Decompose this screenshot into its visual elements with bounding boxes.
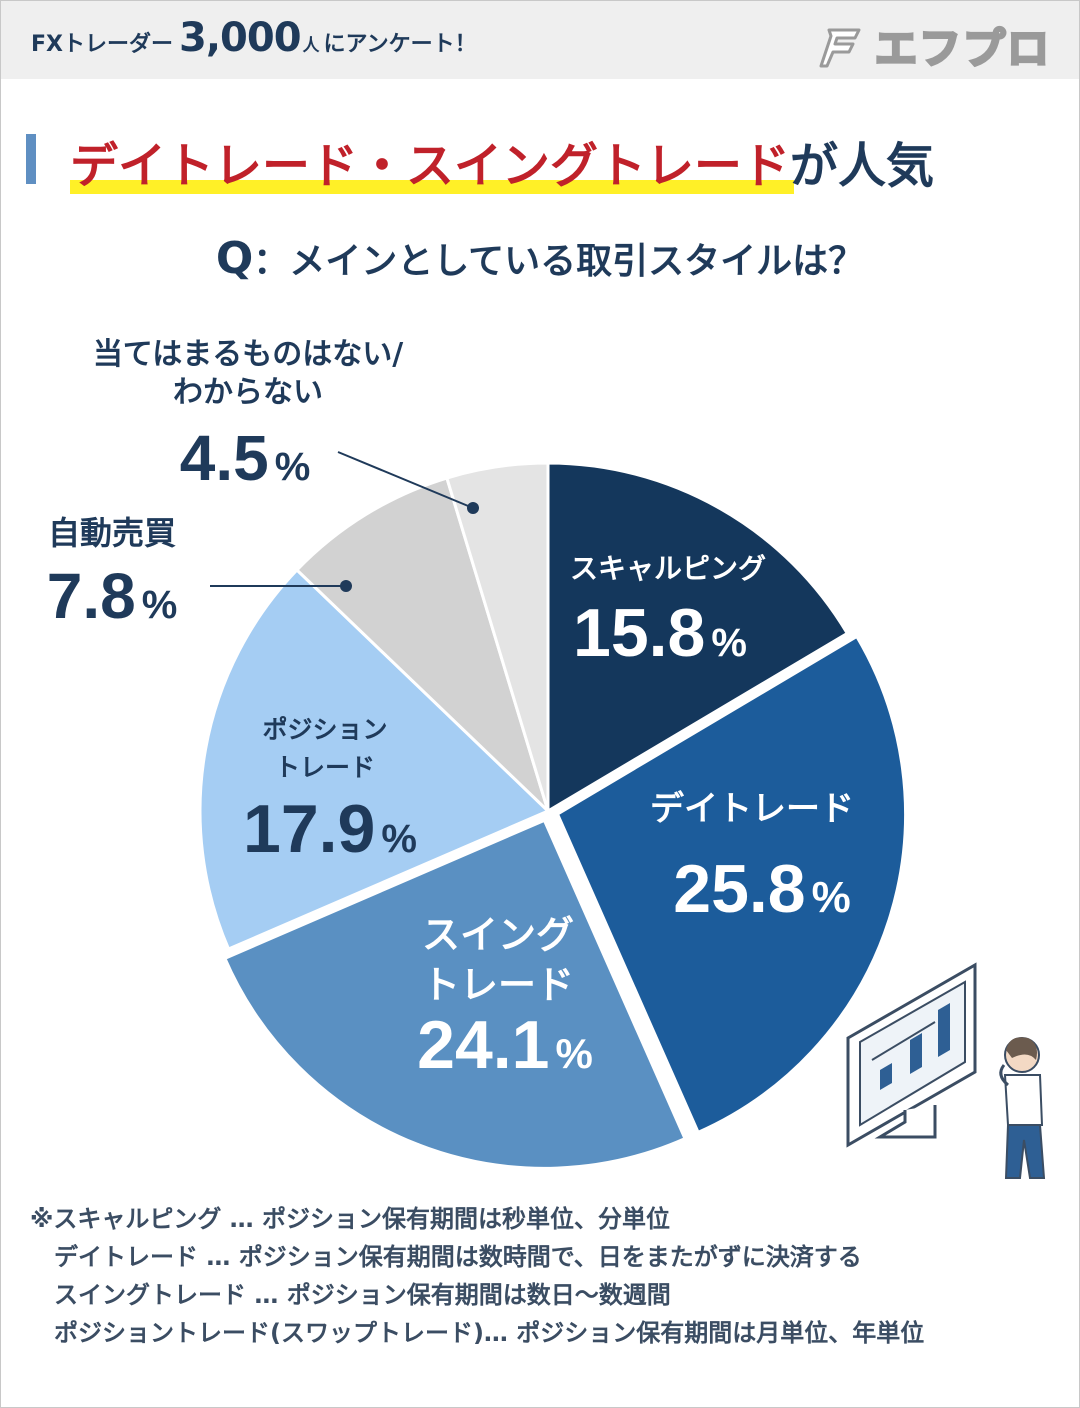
survey-suffix: にアンケート！ (323, 32, 477, 57)
survey-prefix: FXトレーダー (31, 32, 173, 57)
pie-slice-scalping (546, 461, 850, 814)
slice-label-daytrade: デイトレード (650, 789, 854, 829)
pie-slice-daytrade (555, 634, 908, 1135)
slice-value-daytrade: 25.8% (673, 851, 850, 927)
note-scalping: ※スキャルピング … ポジション保有期間は秒単位、分単位 (30, 1205, 671, 1233)
analyst-illustration-icon (846, 962, 1046, 1179)
top-bar: FXトレーダー 3,000 人 にアンケート！ エフプロ (1, 1, 1079, 79)
notes: ※スキャルピング … ポジション保有期間は秒単位、分単位 デイトレード … ポジ… (30, 1200, 924, 1352)
brand-mark-icon (819, 28, 861, 67)
pie-slice-position (198, 567, 551, 952)
slice-label-position-line-1: ポジション (262, 715, 387, 744)
pie-slice-none (445, 461, 550, 812)
survey-unit: 人 (302, 36, 320, 56)
slice-label-position-line-2: トレード (275, 753, 375, 782)
slice-label-scalping: スキャルピング (570, 552, 766, 585)
slice-value-auto: 7.8% (47, 560, 178, 632)
pie-slice-swing (222, 818, 687, 1170)
note-daytrade: デイトレード … ポジション保有期間は数時間で、日をまたがずに決済する (54, 1243, 862, 1271)
question-mark: Q (215, 233, 254, 284)
headline: デイトレード・スイングトレード が人気 (26, 126, 1056, 194)
note-swing: スイングトレード … ポジション保有期間は数日～数週間 (54, 1281, 671, 1309)
slice-label-none-line-1: 当てはまるものはない/ (93, 337, 403, 372)
slice-label-swing-line-2: トレード (422, 963, 574, 1007)
survey-caption: FXトレーダー 3,000 人 にアンケート！ (31, 15, 477, 61)
slice-value-scalping: 15.8% (573, 595, 747, 671)
survey-number: 3,000 (179, 15, 302, 61)
note-position: ポジショントレード(スワップトレード)… ポジション保有期間は月単位、年単位 (54, 1319, 925, 1347)
slice-label-swing-line-1: スイング (422, 913, 574, 957)
headline-rest: が人気 (790, 138, 935, 194)
slice-label-none-line-2: わからない (173, 375, 323, 410)
leader-dot-none (467, 502, 479, 514)
leader-dot-auto (340, 580, 352, 592)
headline-accent-bar (26, 134, 36, 184)
question: Q：メインとしている取引スタイルは？ (0, 232, 1080, 284)
pie-slice-auto (294, 476, 552, 817)
brand-name: エフプロ (873, 23, 1051, 75)
slice-value-swing: 24.1% (417, 1007, 593, 1083)
leader-line-none (337, 451, 474, 509)
slice-label-auto: 自動売買 (48, 514, 176, 552)
headline-highlight: デイトレード・スイングトレード (70, 126, 795, 196)
slice-value-position: 17.9% (243, 791, 417, 867)
question-text: ：メインとしている取引スタイルは？ (253, 241, 865, 282)
slice-value-none: 4.5% (180, 422, 311, 494)
brand-logo: エフプロ (819, 15, 1051, 76)
